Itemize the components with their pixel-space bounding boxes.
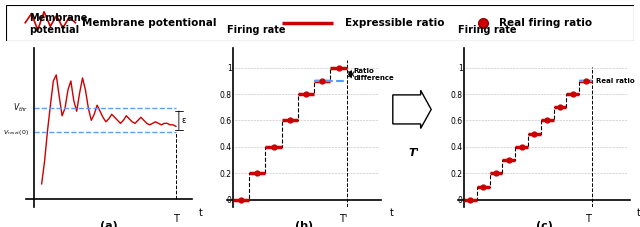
Text: Real ratio: Real ratio	[596, 78, 634, 84]
Text: Firing rate: Firing rate	[458, 25, 516, 35]
FancyBboxPatch shape	[6, 5, 634, 41]
Text: (b): (b)	[295, 221, 313, 227]
Text: Firing rate: Firing rate	[227, 25, 285, 35]
Text: $V_{reset}(0)$: $V_{reset}(0)$	[3, 128, 29, 137]
Text: (c): (c)	[536, 221, 552, 227]
Text: Expressible ratio: Expressible ratio	[345, 18, 445, 28]
Text: T': T'	[339, 215, 348, 225]
Text: Real firing ratio: Real firing ratio	[499, 18, 592, 28]
Text: t: t	[390, 208, 394, 218]
Text: t: t	[637, 208, 640, 218]
FancyArrow shape	[393, 90, 431, 128]
Text: Membrane potentional: Membrane potentional	[82, 18, 216, 28]
Text: t: t	[198, 208, 202, 218]
Text: T: T	[585, 215, 591, 225]
Text: Membrane
potential: Membrane potential	[29, 13, 87, 35]
Text: T: T	[173, 215, 179, 225]
Text: (a): (a)	[100, 221, 118, 227]
Text: T': T'	[409, 148, 420, 158]
Text: $V_{thr}$: $V_{thr}$	[13, 102, 29, 114]
Text: ε: ε	[182, 116, 186, 125]
Text: Ratio
difference: Ratio difference	[353, 68, 394, 81]
